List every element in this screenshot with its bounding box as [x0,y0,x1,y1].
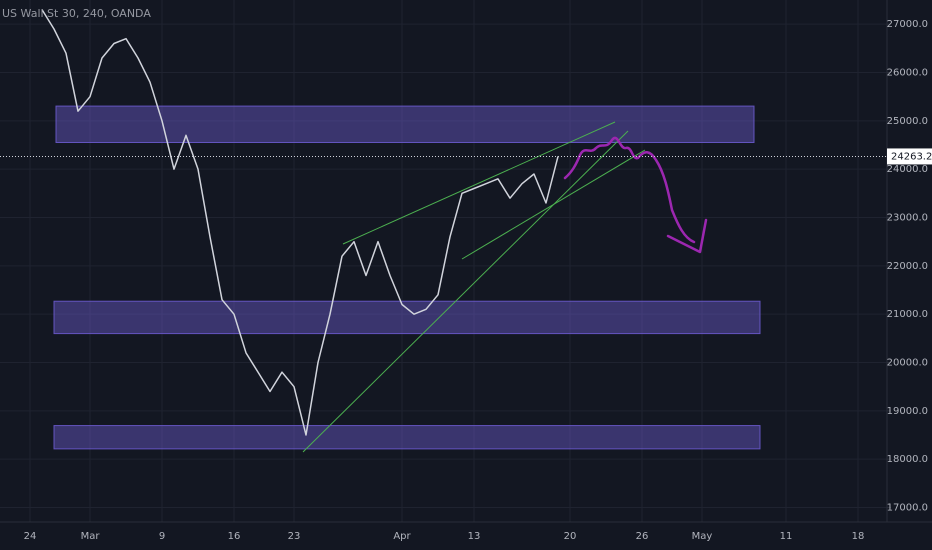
y-tick-label: 27000.0 [887,19,928,30]
y-tick-label: 25000.0 [887,116,928,127]
x-tick-label: 11 [780,531,793,542]
y-tick-label: 23000.0 [887,213,928,224]
zone [53,300,761,335]
y-tick-label: 21000.0 [887,309,928,320]
last-price-tag [887,148,932,165]
x-tick-label: May [692,531,713,542]
last-price-label: 24263.2 [891,151,932,162]
zone [55,105,755,143]
trend-line [342,121,616,245]
chart-title: US Wall St 30, 240, OANDA [2,7,151,20]
x-tick-label: Apr [393,531,411,542]
grid [0,0,887,522]
y-tick-label: 20000.0 [887,358,928,369]
y-tick-label: 17000.0 [887,503,928,514]
x-tick-label: 23 [288,531,301,542]
zones [53,105,761,450]
axes: 17000.0 18000.0 19000.0 20000.0 21000.0 22000… [0,19,932,542]
price [41,9,559,436]
x-tick-label: 13 [468,531,481,542]
annotations [302,121,708,453]
y-tick-label: 24000.0 [887,164,928,175]
projection-arrow [563,136,708,254]
x-tick-label: 26 [636,531,649,542]
trend-line [302,130,629,453]
y-tick-label: 26000.0 [887,68,928,79]
y-tick-label: 19000.0 [887,406,928,417]
zone [53,425,761,450]
x-tick-label: Mar [81,531,101,542]
y-tick-label: 22000.0 [887,261,928,272]
price-line [41,9,559,436]
x-tick-label: 16 [228,531,241,542]
x-tick-label: 24 [24,531,37,542]
x-tick-label: 18 [852,531,865,542]
x-tick-label: 20 [564,531,577,542]
x-tick-label: 9 [159,531,165,542]
y-tick-label: 18000.0 [887,454,928,465]
trend-line [461,149,646,260]
